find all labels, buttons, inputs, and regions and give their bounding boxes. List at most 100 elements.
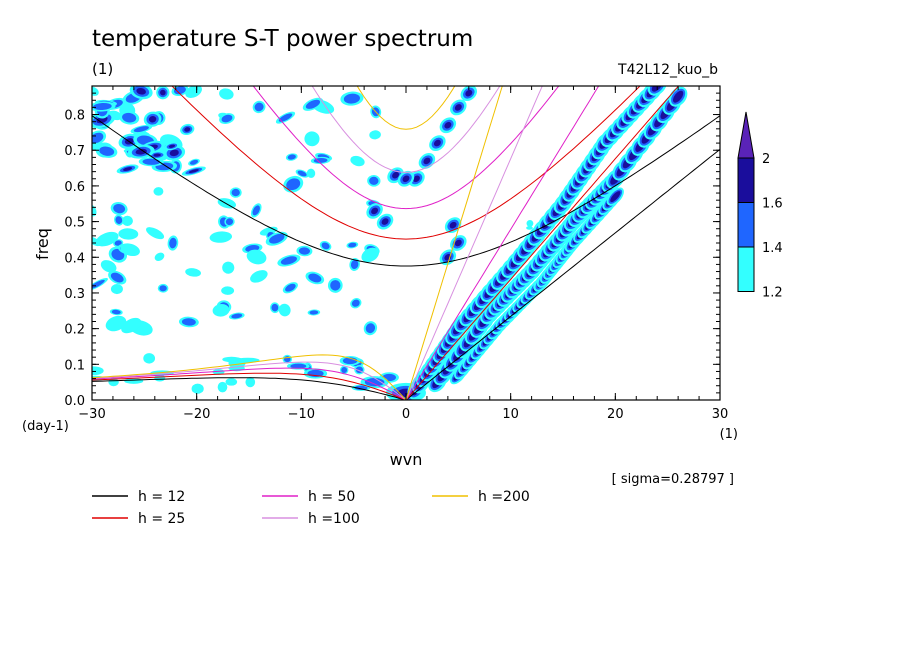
power-blob [167, 235, 179, 251]
power-blob [164, 142, 180, 151]
x-tick-label: 20 [607, 407, 624, 422]
svg-text:h = 25: h = 25 [138, 511, 185, 527]
y-tick-label: 0.7 [64, 144, 85, 159]
power-blob [110, 284, 123, 295]
power-blob [229, 187, 242, 198]
power-blob [305, 271, 325, 285]
power-blob [250, 270, 268, 283]
power-blob [92, 366, 104, 376]
power-blob [110, 201, 128, 216]
power-blob [250, 203, 262, 218]
colorbar-swatch [737, 246, 755, 292]
power-blob [339, 365, 349, 375]
power-blob [185, 86, 203, 98]
power-blob [361, 247, 379, 263]
power-blob [212, 368, 225, 375]
power-blob [121, 215, 133, 226]
y-unit-label: (day-1) [22, 419, 69, 434]
power-blob [245, 376, 256, 388]
power-blob [346, 241, 359, 249]
power-blob [212, 304, 230, 317]
power-blob [181, 166, 206, 176]
power-blob [397, 170, 415, 187]
power-blob [246, 249, 267, 265]
power-blob [295, 169, 309, 178]
x-tick-label: −30 [78, 407, 105, 422]
x-tick-label: 10 [502, 407, 519, 422]
y-tick-label: 0.5 [64, 216, 85, 231]
power-blob [285, 153, 298, 161]
svg-text:h =100: h =100 [308, 511, 360, 527]
legend-entry: h = 25 [92, 511, 185, 527]
x-tick-label: −10 [288, 407, 315, 422]
power-blob [526, 226, 533, 230]
power-blob [376, 213, 394, 230]
power-blob [224, 216, 235, 227]
power-blob [369, 130, 381, 140]
dispersion-curve [92, 86, 680, 400]
power-blob [366, 202, 383, 219]
power-blob [429, 135, 446, 151]
x-axis-label: wvn [390, 450, 423, 469]
power-blob [143, 111, 162, 127]
power-blob [130, 124, 153, 134]
curve-legend: h = 12 h = 25 h = 50 h =100 h =200 [92, 489, 530, 527]
power-blob [217, 198, 236, 209]
power-blob [282, 282, 298, 294]
power-blob [118, 228, 139, 240]
power-blob [450, 99, 467, 116]
dispersion-curve [92, 86, 543, 400]
power-blob [367, 175, 381, 187]
power-blob [444, 217, 462, 234]
power-blob [319, 241, 332, 251]
svg-text:h =200: h =200 [478, 489, 530, 505]
power-blob [109, 308, 123, 316]
svg-text:h = 50: h = 50 [308, 489, 355, 505]
sigma-note: [ sigma=0.28797 ] [612, 472, 734, 487]
colorbar-swatch [737, 202, 755, 248]
power-blob [306, 168, 316, 178]
colorbar-label: 1.6 [762, 197, 783, 212]
power-blob [95, 144, 118, 158]
power-blob [108, 270, 127, 285]
svg-text:h = 12: h = 12 [138, 489, 185, 505]
power-blob [146, 227, 165, 240]
axis-ticks: −30 −20 −10 0 10 20 30 0.0 0.1 0.2 0.3 0.4 0.5 0.6 0.7… [64, 86, 728, 422]
power-blob [277, 254, 301, 267]
y-tick-label: 0.3 [64, 287, 85, 302]
power-blob [219, 88, 234, 100]
x-unit-label: (1) [720, 427, 738, 442]
power-blob [283, 175, 304, 193]
power-blob [439, 117, 457, 134]
x-tick-label: −20 [183, 407, 210, 422]
power-blob [363, 321, 378, 336]
power-blob [327, 277, 343, 293]
power-blob [127, 144, 155, 159]
dispersion-curve [92, 86, 600, 400]
y-tick-label: 0.6 [64, 180, 85, 195]
colorbar-swatch [737, 157, 755, 203]
legend-entry: h =100 [262, 511, 360, 527]
legend-entry: h =200 [432, 489, 530, 505]
colorbar-label: 1.4 [762, 241, 783, 256]
y-axis-label: freq [33, 228, 52, 260]
power-blob [180, 123, 195, 136]
colorbar-extend-arrow [737, 111, 755, 159]
dispersion-curve [92, 86, 503, 400]
power-blob [138, 157, 164, 167]
power-blob [95, 231, 119, 247]
x-tick-label: 0 [402, 407, 410, 422]
dispersion-curve [92, 115, 720, 400]
power-blob [460, 86, 478, 102]
y-tick-label: 0.0 [64, 394, 85, 409]
power-blob [304, 131, 320, 147]
power-blob [154, 252, 165, 261]
power-blob [340, 91, 364, 106]
power-blob [116, 164, 139, 174]
power-blob [302, 97, 324, 111]
legend-entry: h = 50 [262, 489, 355, 505]
power-blob [156, 86, 170, 100]
power-blob [360, 376, 389, 389]
y-tick-label: 0.1 [64, 358, 85, 373]
